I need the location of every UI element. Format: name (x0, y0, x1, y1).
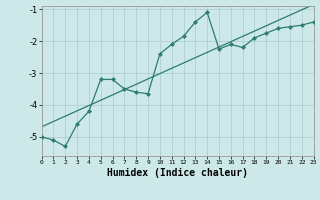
X-axis label: Humidex (Indice chaleur): Humidex (Indice chaleur) (107, 168, 248, 178)
